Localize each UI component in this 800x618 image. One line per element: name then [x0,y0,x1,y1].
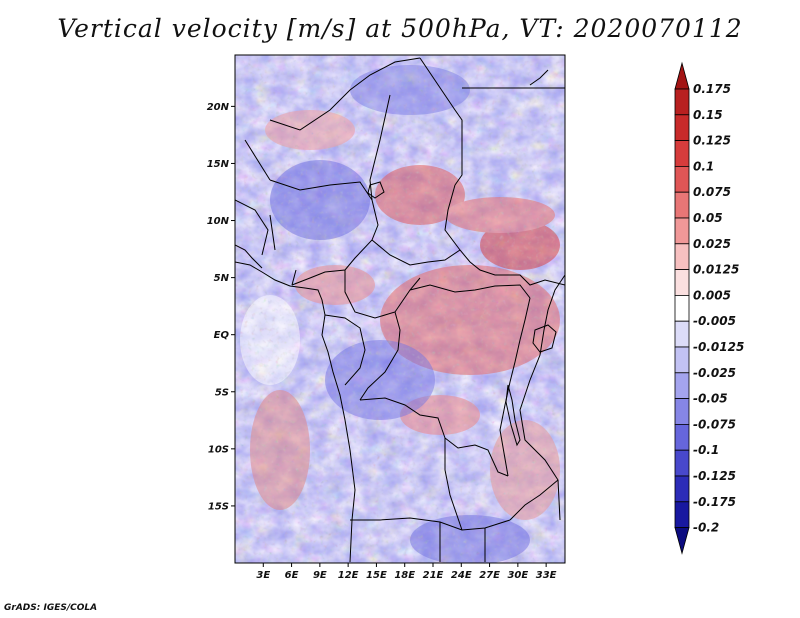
lake-victoria [532,324,557,353]
colorbar-label: 0.075 [693,185,731,199]
colorbar-label: -0.175 [693,495,736,509]
colorbar-swatch [674,475,690,503]
border-zambia [444,438,463,531]
colorbar-swatch [674,449,690,477]
colorbar-swatch [674,398,690,425]
speckle-layer [235,55,565,563]
colorbar-arrow-bottom [674,527,690,555]
lon-tick-label: 33E [536,570,557,581]
colorbar-label: -0.005 [693,314,736,328]
map-area [235,55,565,563]
colorbar-arrow-top [674,61,690,90]
colorbar-label: -0.1 [693,443,719,457]
lon-tick-label: 30E [507,570,528,581]
border-drc-east [499,297,531,477]
lon-tick-label: 6E [285,570,299,581]
colorbar-label: 0.1 [693,159,714,173]
border-west-africa [235,139,297,286]
coastline-east [519,274,565,521]
border-libya-chad [419,57,463,186]
border-car-drc [409,284,531,299]
lat-tick-label: 5N [214,273,230,284]
colorbar-swatch [674,423,690,451]
lon-tick-label: 3E [256,570,270,581]
lon-tick-label: 18E [394,570,415,581]
colorbar-swatch [674,320,690,348]
nile-coast [529,69,549,86]
colorbar-swatch [674,140,690,167]
lat-tick-label: 10N [207,216,230,227]
colorbar-label: 0.005 [693,288,731,302]
colorbar: 0.175 0.15 0.125 0.1 0.075 0.05 0.025 0.0125 0.0… [674,61,744,555]
border-chad-niger [369,94,391,201]
lake-tanganyika [505,384,521,447]
colorbar-swatch [674,294,690,322]
longitude-axis: 3E 6E 9E 12E 15E 18E 21E 24E 27E 30E 33E [256,563,557,581]
border-mozambique [509,479,559,521]
colorbar-label: 0.15 [693,108,723,122]
lat-tick-label: 15S [208,501,229,512]
colorbar-swatch [674,372,690,399]
coastline-west [235,261,356,563]
colorbar-swatch [674,346,690,374]
grads-credit: GrADS: IGES/COLA [4,603,98,613]
lat-tick-label: 20N [207,102,230,113]
lon-tick-label: 15E [366,570,387,581]
border-niger-algeria [269,57,421,131]
lat-tick-label: 10S [208,444,229,455]
lat-tick-label: EQ [214,330,230,341]
colorbar-label: -0.2 [693,521,719,535]
border-nigeria [269,179,379,286]
country-borders [235,57,565,563]
colorbar-label: 0.175 [693,82,731,96]
border-sudan [444,184,565,286]
latitude-axis: 20N 15N 10N 5N EQ 5S 10S 15S [207,102,235,512]
map-frame [234,54,566,564]
border-gabon-congo [324,314,366,386]
colorbar-swatch [674,114,690,142]
colorbar-swatch [674,165,690,193]
border-cameroon-car [371,239,461,266]
colorbar-swatch [674,191,690,219]
colorbar-swatch [674,501,690,528]
colorbar-swatch [674,88,690,116]
colorbar-label: 0.0125 [693,263,739,277]
colorbar-label: 0.125 [693,134,731,148]
colorbar-swatch [674,243,690,271]
colorbar-label: -0.05 [693,392,728,406]
lon-tick-label: 12E [338,570,359,581]
border-namibia-botswana [439,522,486,562]
colorbar-label: -0.025 [693,366,736,380]
lon-tick-label: 21E [423,570,444,581]
colorbar-label: -0.125 [693,469,736,483]
colorbar-swatch [674,217,690,245]
lon-tick-label: 9E [313,570,327,581]
lat-tick-label: 15N [207,159,230,170]
lake-chad [367,181,385,199]
lon-tick-label: 27E [479,570,500,581]
lat-tick-label: 5S [215,387,229,398]
colorbar-label: -0.075 [693,417,736,431]
coastline-westcap [235,244,263,269]
chart-title: Vertical velocity [m/s] at 500hPa, VT: 2… [57,14,743,43]
colorbar-label: 0.025 [693,237,731,251]
lon-tick-label: 24E [451,570,472,581]
colorbar-label: 0.05 [693,211,723,225]
colorbar-label: -0.0125 [693,340,744,354]
border-congo-drc [359,311,401,401]
colorbar-swatch [674,269,690,296]
